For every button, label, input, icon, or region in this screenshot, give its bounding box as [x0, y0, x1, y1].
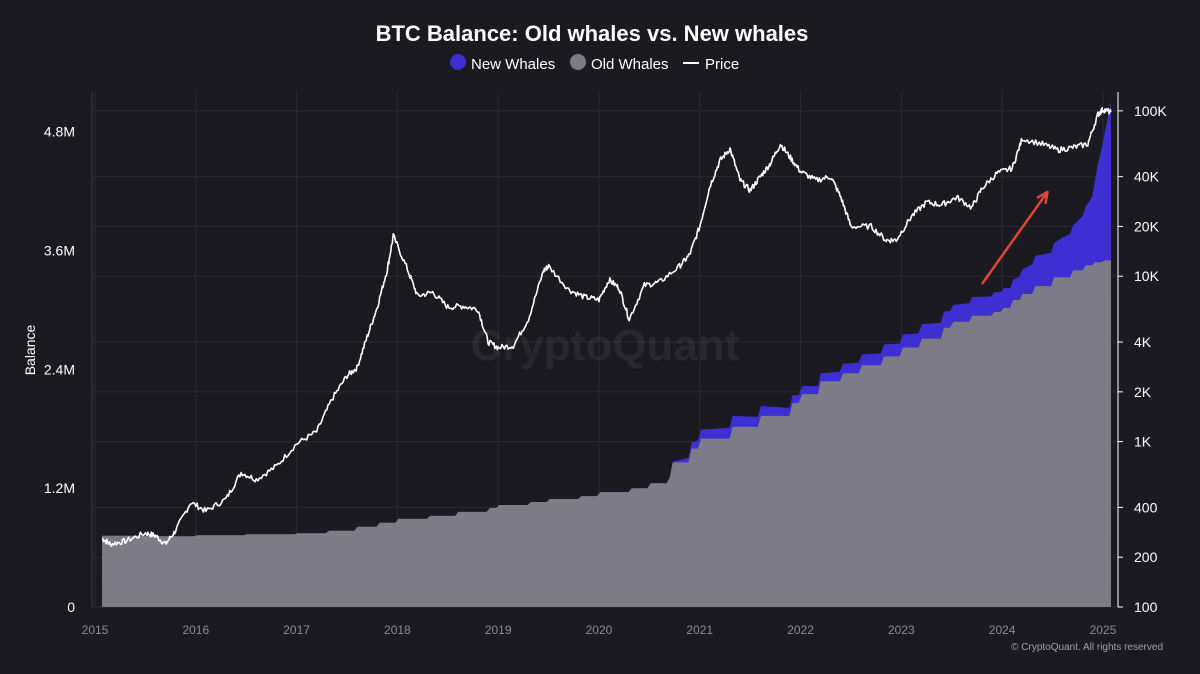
right-tick-label: 1K: [1134, 434, 1152, 450]
right-tick-label: 4K: [1134, 334, 1152, 350]
left-tick-label: 2.4M: [44, 361, 75, 377]
x-tick-label: 2024: [989, 623, 1016, 637]
series-layer: [101, 101, 1112, 608]
axis-layer: 100 200 400 1K 2K 4K 10K 20K 40K 100K 0 1.2M 2.4M 3.6…: [44, 92, 1167, 637]
x-tick-label: 2022: [787, 623, 814, 637]
right-tick-label: 2K: [1134, 384, 1152, 400]
annotation-arrow-head: [1036, 190, 1049, 205]
right-tick-label: 20K: [1134, 218, 1160, 234]
left-tick-label: 0: [67, 599, 75, 615]
x-tick-label: 2018: [384, 623, 411, 637]
y-axis-label: Balance: [22, 324, 38, 375]
right-tick-label: 100K: [1134, 103, 1167, 119]
legend-new-whales-marker: [450, 54, 466, 70]
right-tick-label: 40K: [1134, 169, 1160, 185]
left-tick-label: 4.8M: [44, 124, 75, 140]
watermark: CryptoQuant: [471, 321, 740, 370]
annotation-arrow-shaft: [980, 191, 1049, 285]
x-tick-label: 2016: [182, 623, 209, 637]
right-tick-label: 100: [1134, 599, 1158, 615]
x-tick-label: 2020: [586, 623, 613, 637]
x-tick-label: 2021: [686, 623, 713, 637]
legend-price-label: Price: [705, 56, 739, 73]
footer-copyright: © CryptoQuant. All rights reserved: [1011, 642, 1163, 653]
x-tick-label: 2015: [82, 623, 109, 637]
left-tick-label: 3.6M: [44, 242, 75, 258]
legend-old-whales-marker: [570, 54, 586, 70]
right-tick-label: 10K: [1134, 268, 1160, 284]
chart-title: BTC Balance: Old whales vs. New whales: [376, 21, 809, 46]
legend-new-whales-label: New Whales: [471, 56, 555, 73]
x-tick-label: 2023: [888, 623, 915, 637]
old-whales-area: [102, 260, 1112, 607]
price-line: [101, 106, 1112, 548]
x-tick-label: 2025: [1090, 623, 1117, 637]
right-tick-label: 400: [1134, 499, 1158, 515]
x-tick-label: 2019: [485, 623, 512, 637]
x-tick-label: 2017: [283, 623, 310, 637]
right-tick-label: 200: [1134, 549, 1158, 565]
left-tick-label: 1.2M: [44, 480, 75, 496]
legend-old-whales-label: Old Whales: [591, 56, 669, 73]
legend: New Whales Old Whales Price: [450, 54, 739, 73]
